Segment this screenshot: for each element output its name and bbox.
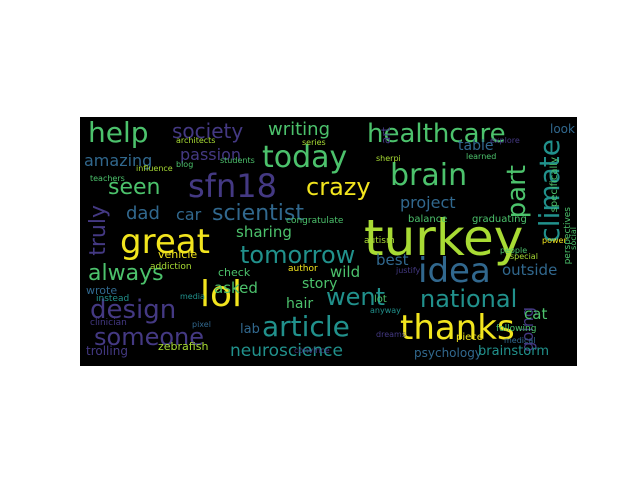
word-clinician: clinician (90, 318, 127, 328)
word-zebrafish: zebrafish (158, 340, 209, 353)
word-power: power (542, 236, 567, 245)
word-lot: lot (374, 294, 387, 305)
word-best: best (376, 251, 409, 269)
word-social: social (569, 227, 577, 250)
word-neuroscience: neuroscience (230, 341, 343, 361)
word-special: special (510, 252, 538, 261)
word-check: check (218, 266, 251, 279)
word-seen: seen (108, 175, 161, 200)
word-balance: balance (408, 214, 448, 225)
word-amazing: amazing (84, 151, 153, 170)
word-cloud: turkey great sfn18 today healthcare help… (80, 117, 577, 366)
word-addiction: addiction (150, 262, 192, 272)
word-pixel: pixel (192, 320, 211, 329)
word-graduating: graduating (472, 214, 527, 225)
word-blog: blog (176, 160, 194, 169)
word-lab: lab (240, 322, 260, 337)
word-outside: outside (502, 261, 558, 279)
word-hair: hair (286, 296, 314, 312)
word-healthcare: healthcare (367, 119, 506, 149)
word-piece: piece (456, 332, 483, 343)
word-art: art (379, 127, 393, 144)
word-story: story (302, 276, 338, 292)
word-brain: brain (390, 158, 468, 193)
word-society: society (172, 119, 244, 143)
word-crazy: crazy (306, 173, 371, 201)
word-convince: convince (294, 346, 330, 355)
word-asked: asked (214, 279, 258, 297)
word-idea: idea (418, 251, 491, 291)
word-sherpi: sherpi (376, 154, 401, 163)
word-today: today (262, 140, 348, 175)
word-psychology: psychology (414, 346, 482, 360)
word-turkey: turkey (364, 209, 524, 267)
word-explore: explore (490, 136, 520, 145)
word-people: people (500, 246, 528, 255)
word-students: students (220, 156, 255, 165)
word-justify: justify (396, 266, 421, 275)
word-project: project (400, 193, 456, 212)
word-following: following (496, 324, 537, 334)
word-passion: passion (180, 145, 242, 164)
word-went: went (326, 283, 386, 311)
word-tomorrow: tomorrow (240, 241, 356, 269)
word-national: national (420, 285, 518, 313)
word-table: table (458, 138, 494, 154)
word-series: series (302, 138, 326, 147)
word-medical: medical (504, 336, 536, 345)
word-dreams: dreams (376, 330, 406, 339)
word-learned: learned (466, 152, 497, 161)
word-look: look (550, 122, 575, 136)
word-car: car (176, 205, 202, 224)
word-trolling: trolling (86, 344, 128, 358)
word-help: help (88, 117, 149, 149)
word-instead: instead (96, 294, 130, 304)
word-someone: someone (94, 323, 204, 351)
word-always: always (88, 261, 164, 286)
word-cat: cat (524, 305, 548, 323)
word-article: article (262, 310, 350, 343)
word-dad: dad (126, 203, 160, 224)
word-writing: writing (268, 119, 331, 140)
word-media: media (180, 292, 205, 301)
word-lol: lol (200, 274, 243, 315)
word-vehicle: vehicle (158, 248, 198, 261)
word-sharing: sharing (236, 223, 292, 241)
word-part: part (502, 165, 532, 219)
word-brainstorm: brainstorm (478, 344, 550, 359)
word-wild: wild (330, 263, 361, 281)
word-autism: autism (364, 236, 395, 246)
word-truly: truly (86, 205, 111, 256)
word-sfn18: sfn18 (188, 167, 277, 205)
word-author: author (288, 264, 318, 274)
word-thanks: thanks (400, 308, 515, 348)
word-specifically: specifically (549, 157, 560, 213)
word-great: great (120, 222, 210, 262)
word-anyway: anyway (370, 306, 401, 315)
word-architects: architects (176, 136, 216, 145)
word-design: design (90, 295, 177, 325)
word-influence: influence (136, 164, 173, 173)
word-teachers: teachers (90, 174, 125, 183)
word-scientist: scientist (212, 201, 304, 226)
word-congratulate: congratulate (286, 216, 344, 226)
word-wrote: wrote (86, 284, 118, 297)
